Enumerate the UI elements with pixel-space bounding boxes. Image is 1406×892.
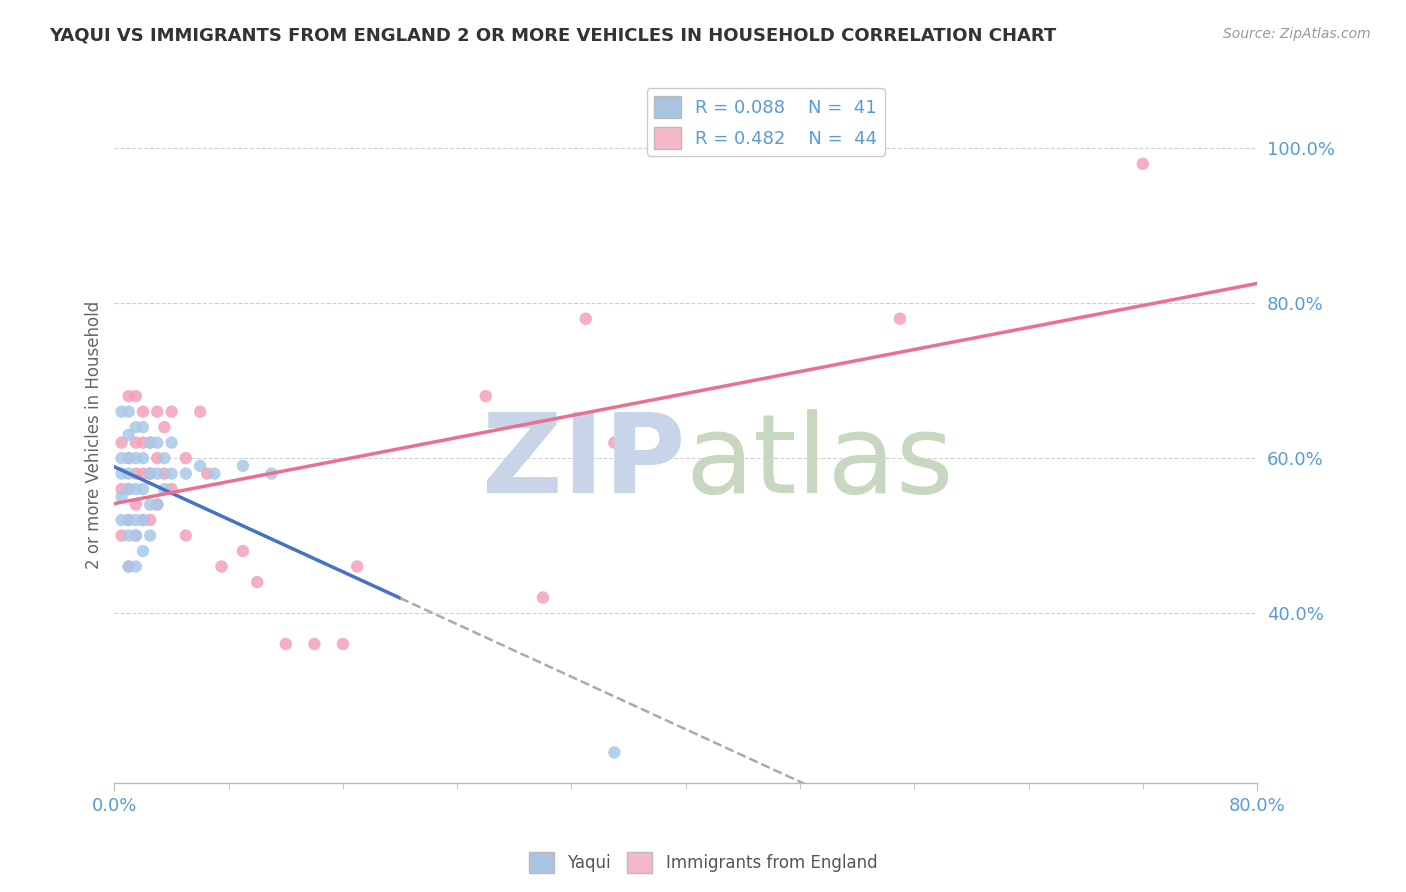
Point bbox=[146, 467, 169, 481]
Point bbox=[110, 490, 132, 504]
Point bbox=[132, 544, 155, 558]
Point bbox=[110, 467, 132, 481]
Text: atlas: atlas bbox=[686, 409, 955, 516]
Legend: Yaqui, Immigrants from England: Yaqui, Immigrants from England bbox=[522, 846, 884, 880]
Point bbox=[139, 528, 162, 542]
Point bbox=[139, 498, 162, 512]
Point bbox=[146, 451, 169, 466]
Point bbox=[153, 482, 176, 496]
Point bbox=[188, 404, 211, 418]
Point bbox=[575, 311, 598, 326]
Point bbox=[139, 435, 162, 450]
Point bbox=[146, 435, 169, 450]
Point bbox=[603, 745, 626, 759]
Point bbox=[153, 467, 176, 481]
Point bbox=[132, 420, 155, 434]
Point bbox=[118, 451, 141, 466]
Point bbox=[160, 435, 183, 450]
Point bbox=[274, 637, 297, 651]
Point bbox=[474, 389, 496, 403]
Point bbox=[125, 435, 148, 450]
Point bbox=[139, 467, 162, 481]
Point bbox=[125, 528, 148, 542]
Legend: R = 0.088    N =  41, R = 0.482    N =  44: R = 0.088 N = 41, R = 0.482 N = 44 bbox=[647, 88, 884, 156]
Point bbox=[125, 559, 148, 574]
Point bbox=[146, 498, 169, 512]
Point bbox=[132, 482, 155, 496]
Point bbox=[110, 482, 132, 496]
Point bbox=[110, 528, 132, 542]
Point bbox=[132, 451, 155, 466]
Point bbox=[174, 451, 197, 466]
Point bbox=[139, 467, 162, 481]
Point bbox=[160, 467, 183, 481]
Text: ZIP: ZIP bbox=[482, 409, 686, 516]
Point bbox=[118, 559, 141, 574]
Text: YAQUI VS IMMIGRANTS FROM ENGLAND 2 OR MORE VEHICLES IN HOUSEHOLD CORRELATION CHA: YAQUI VS IMMIGRANTS FROM ENGLAND 2 OR MO… bbox=[49, 27, 1056, 45]
Point bbox=[1132, 157, 1154, 171]
Point bbox=[118, 513, 141, 527]
Point bbox=[118, 482, 141, 496]
Point bbox=[125, 482, 148, 496]
Point bbox=[211, 559, 233, 574]
Point bbox=[132, 467, 155, 481]
Point bbox=[260, 467, 283, 481]
Point bbox=[118, 513, 141, 527]
Point bbox=[232, 544, 254, 558]
Point bbox=[246, 574, 269, 589]
Point bbox=[139, 513, 162, 527]
Point bbox=[531, 591, 554, 605]
Point bbox=[125, 513, 148, 527]
Point bbox=[160, 482, 183, 496]
Point bbox=[125, 498, 148, 512]
Point bbox=[174, 467, 197, 481]
Point bbox=[174, 528, 197, 542]
Point bbox=[146, 498, 169, 512]
Point bbox=[889, 311, 911, 326]
Text: Source: ZipAtlas.com: Source: ZipAtlas.com bbox=[1223, 27, 1371, 41]
Point bbox=[118, 528, 141, 542]
Point bbox=[153, 420, 176, 434]
Point bbox=[132, 404, 155, 418]
Point bbox=[110, 435, 132, 450]
Y-axis label: 2 or more Vehicles in Household: 2 or more Vehicles in Household bbox=[86, 301, 103, 569]
Point bbox=[160, 404, 183, 418]
Point bbox=[125, 467, 148, 481]
Point bbox=[125, 420, 148, 434]
Point bbox=[132, 513, 155, 527]
Point bbox=[332, 637, 354, 651]
Point bbox=[195, 467, 218, 481]
Point bbox=[232, 458, 254, 473]
Point bbox=[110, 451, 132, 466]
Point bbox=[118, 428, 141, 442]
Point bbox=[118, 404, 141, 418]
Point bbox=[125, 389, 148, 403]
Point bbox=[118, 467, 141, 481]
Point bbox=[118, 559, 141, 574]
Point bbox=[304, 637, 326, 651]
Point bbox=[110, 513, 132, 527]
Point bbox=[132, 513, 155, 527]
Point bbox=[146, 404, 169, 418]
Point bbox=[125, 528, 148, 542]
Point bbox=[153, 451, 176, 466]
Point bbox=[139, 435, 162, 450]
Point bbox=[202, 467, 225, 481]
Point bbox=[118, 389, 141, 403]
Point bbox=[346, 559, 368, 574]
Point bbox=[118, 451, 141, 466]
Point bbox=[125, 451, 148, 466]
Point bbox=[603, 435, 626, 450]
Point bbox=[188, 458, 211, 473]
Point bbox=[110, 404, 132, 418]
Point bbox=[118, 482, 141, 496]
Point bbox=[132, 435, 155, 450]
